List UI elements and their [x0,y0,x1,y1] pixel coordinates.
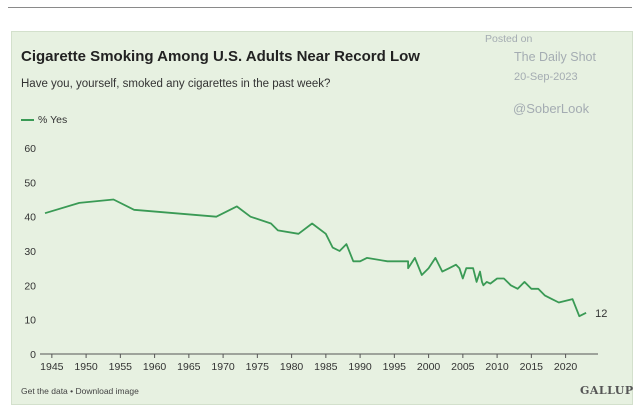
x-tick-label: 1960 [143,361,167,373]
x-tick-label: 2005 [451,361,475,373]
y-tick-label: 20 [24,280,36,292]
y-tick-label: 40 [24,212,36,224]
x-tick-label: 1955 [109,361,133,373]
chart-subtitle: Have you, yourself, smoked any cigarette… [21,78,331,90]
y-axis-ticks: 0 10 20 30 40 50 60 [24,143,36,361]
end-value-label: 12 [595,308,607,320]
legend-label: % Yes [38,114,68,126]
x-tick-label: 2020 [554,361,578,373]
legend-swatch [21,119,34,121]
watermark-source: The Daily Shot [514,50,596,64]
x-tick-label: 2015 [520,361,544,373]
chart-title: Cigarette Smoking Among U.S. Adults Near… [21,48,420,65]
chart-panel [11,31,633,405]
y-tick-label: 60 [24,143,36,155]
x-tick-label: 1950 [74,361,98,373]
top-divider [8,7,632,8]
x-tick-label: 1965 [177,361,201,373]
y-tick-label: 10 [24,315,36,327]
x-tick-label: 1985 [314,361,338,373]
get-data-download-links[interactable]: Get the data • Download image [21,386,139,396]
y-tick-label: 0 [30,349,36,361]
x-tick-label: 1970 [211,361,235,373]
gallup-logo: GALLUP [580,384,634,397]
x-axis-ticks: 1945 1950 1955 1960 1965 1970 1975 1980 1985 1990… [40,354,577,373]
x-tick-label: 2000 [417,361,441,373]
watermark-posted: Posted on [485,33,533,45]
x-tick-label: 1980 [280,361,304,373]
watermark-handle: @SoberLook [513,101,590,116]
x-tick-label: 1945 [40,361,64,373]
y-tick-label: 30 [24,246,36,258]
y-tick-label: 50 [24,177,36,189]
x-tick-label: 1995 [383,361,407,373]
chart-legend: % Yes [21,114,67,126]
x-tick-label: 2010 [485,361,509,373]
x-tick-label: 1990 [348,361,372,373]
watermark-date: 20-Sep-2023 [514,71,578,83]
series-line-yes[interactable] [44,198,587,318]
x-tick-label: 1975 [246,361,270,373]
